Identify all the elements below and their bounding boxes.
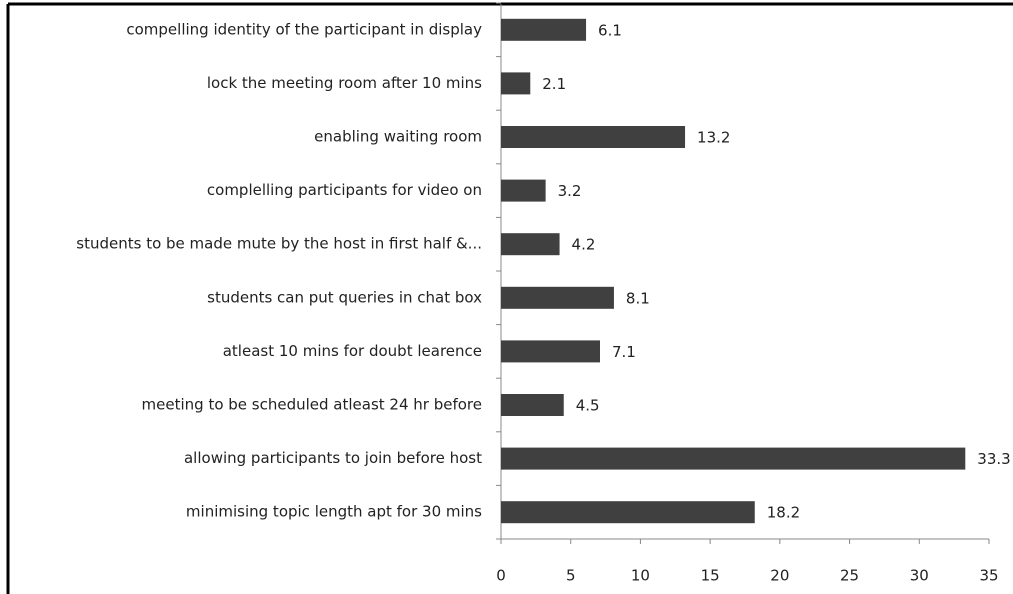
x-tick-label: 10 <box>631 567 650 585</box>
x-tick-label: 0 <box>496 567 506 585</box>
y-tick-label: minimising topic length apt for 30 mins <box>186 503 482 521</box>
data-label: 6.1 <box>598 21 622 39</box>
x-tick-label: 35 <box>979 567 998 585</box>
x-tick-label: 15 <box>701 567 720 585</box>
bar <box>501 72 531 95</box>
y-tick-label: enabling waiting room <box>314 128 482 146</box>
bar <box>501 501 755 524</box>
x-tick-label: 20 <box>770 567 789 585</box>
bar <box>501 179 546 202</box>
y-tick-label: meeting to be scheduled atleast 24 hr be… <box>142 396 482 414</box>
bar <box>501 286 614 309</box>
data-label: 4.5 <box>576 397 600 415</box>
y-tick-label: students can put queries in chat box <box>207 288 482 306</box>
data-label: 3.2 <box>558 182 582 200</box>
bar <box>501 233 560 256</box>
y-tick-label: students to be made mute by the host in … <box>76 235 482 253</box>
bar <box>501 18 587 41</box>
data-label: 18.2 <box>767 504 800 522</box>
y-tick-label: allowing participants to join before hos… <box>184 449 482 467</box>
bar <box>501 126 686 148</box>
bar <box>501 340 600 363</box>
y-tick-label: compelling identity of the participant i… <box>126 20 482 38</box>
bar <box>501 447 966 470</box>
x-tick-label: 30 <box>910 567 929 585</box>
y-tick-label: complelling participants for video on <box>207 181 482 199</box>
bar <box>501 394 564 416</box>
x-tick-label: 25 <box>840 567 859 585</box>
x-tick-label: 5 <box>566 567 576 585</box>
data-label: 2.1 <box>542 75 566 93</box>
data-label: 33.3 <box>977 450 1010 468</box>
data-label: 4.2 <box>572 236 596 254</box>
data-label: 13.2 <box>697 129 730 147</box>
y-tick-label: atleast 10 mins for doubt learence <box>223 342 482 360</box>
data-label: 7.1 <box>612 343 636 361</box>
data-label: 8.1 <box>626 289 650 307</box>
y-tick-label: lock the meeting room after 10 mins <box>207 74 482 92</box>
